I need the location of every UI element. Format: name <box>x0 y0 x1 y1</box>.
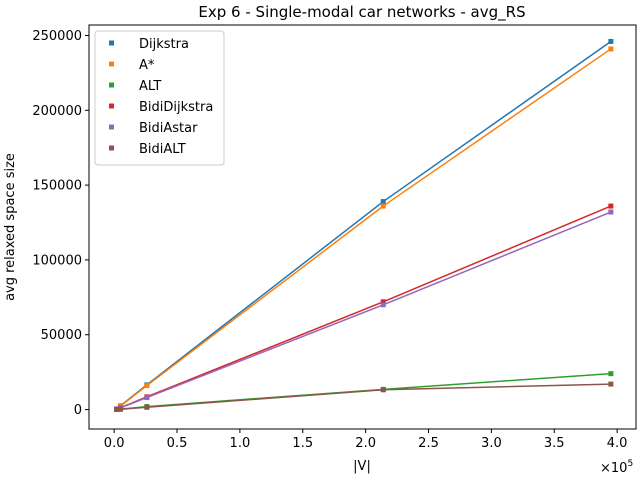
x-tick-label: 4.0 <box>607 436 628 451</box>
legend-marker <box>109 40 114 46</box>
legend: Dijkstra A* ALT BidiDijkstra BidiAstar BidiAL… <box>94 30 225 166</box>
legend-label: BidiALT <box>139 142 186 157</box>
data-point <box>608 209 614 215</box>
y-tick-label: 200000 <box>32 104 82 119</box>
x-axis-offset-exponent: 5 <box>627 459 633 469</box>
x-tick-label: 0.5 <box>167 436 188 451</box>
x-axis-label: |V| <box>353 459 371 474</box>
x-axis-offset-base: ×10 <box>600 461 627 476</box>
x-tick-label: 1.5 <box>292 436 313 451</box>
data-point <box>380 299 386 305</box>
legend-marker <box>109 61 114 67</box>
y-axis: 0 50000 100000 150000 200000 250000 <box>32 29 89 418</box>
legend-marker <box>109 103 114 109</box>
y-tick-label: 150000 <box>32 179 82 194</box>
x-tick-label: 1.0 <box>230 436 251 451</box>
data-point <box>608 371 614 377</box>
plot-frame <box>88 24 637 430</box>
chart-title: Exp 6 - Single-modal car networks - avg_… <box>198 3 525 22</box>
y-tick-label: 250000 <box>32 29 82 44</box>
y-tick-label: 0 <box>74 403 82 418</box>
data-point <box>380 387 386 393</box>
y-axis-label: avg relaxed space size <box>3 153 18 301</box>
legend-marker <box>109 145 114 151</box>
legend-item: BidiDijkstra <box>109 100 213 115</box>
data-point <box>608 38 614 44</box>
x-axis: 0.0 0.5 1.0 1.5 2.0 2.5 3.0 3.5 4.0 <box>104 429 628 451</box>
data-point <box>608 381 614 387</box>
x-axis-offset-label: ×105 <box>600 459 633 476</box>
data-point <box>380 203 386 209</box>
x-tick-label: 2.5 <box>418 436 439 451</box>
legend-item: BidiALT <box>109 142 186 157</box>
legend-label: A* <box>139 58 155 73</box>
x-tick-label: 2.0 <box>355 436 376 451</box>
legend-box <box>94 30 225 166</box>
data-point <box>380 302 386 308</box>
legend-item: A* <box>109 58 155 73</box>
legend-label: Dijkstra <box>139 37 189 52</box>
legend-label: BidiAstar <box>139 121 198 136</box>
legend-label: BidiDijkstra <box>139 100 213 115</box>
series-layer <box>114 38 614 412</box>
x-tick-label: 0.0 <box>104 436 125 451</box>
y-tick-label: 100000 <box>32 253 82 268</box>
data-point <box>117 406 123 412</box>
y-tick-label: 50000 <box>41 328 82 343</box>
data-point <box>144 404 150 410</box>
x-tick-label: 3.5 <box>544 436 565 451</box>
data-point <box>608 203 614 209</box>
x-tick-label: 3.0 <box>481 436 502 451</box>
legend-item: ALT <box>109 79 161 94</box>
data-point <box>114 406 120 412</box>
legend-item: Dijkstra <box>109 37 189 52</box>
legend-marker <box>109 124 114 130</box>
data-point <box>608 46 614 52</box>
data-point <box>144 395 150 401</box>
legend-item: BidiAstar <box>109 121 198 136</box>
data-point <box>144 383 150 389</box>
legend-marker <box>109 82 114 88</box>
data-point <box>380 199 386 205</box>
legend-label: ALT <box>139 79 161 94</box>
series-bidialt <box>114 381 614 412</box>
